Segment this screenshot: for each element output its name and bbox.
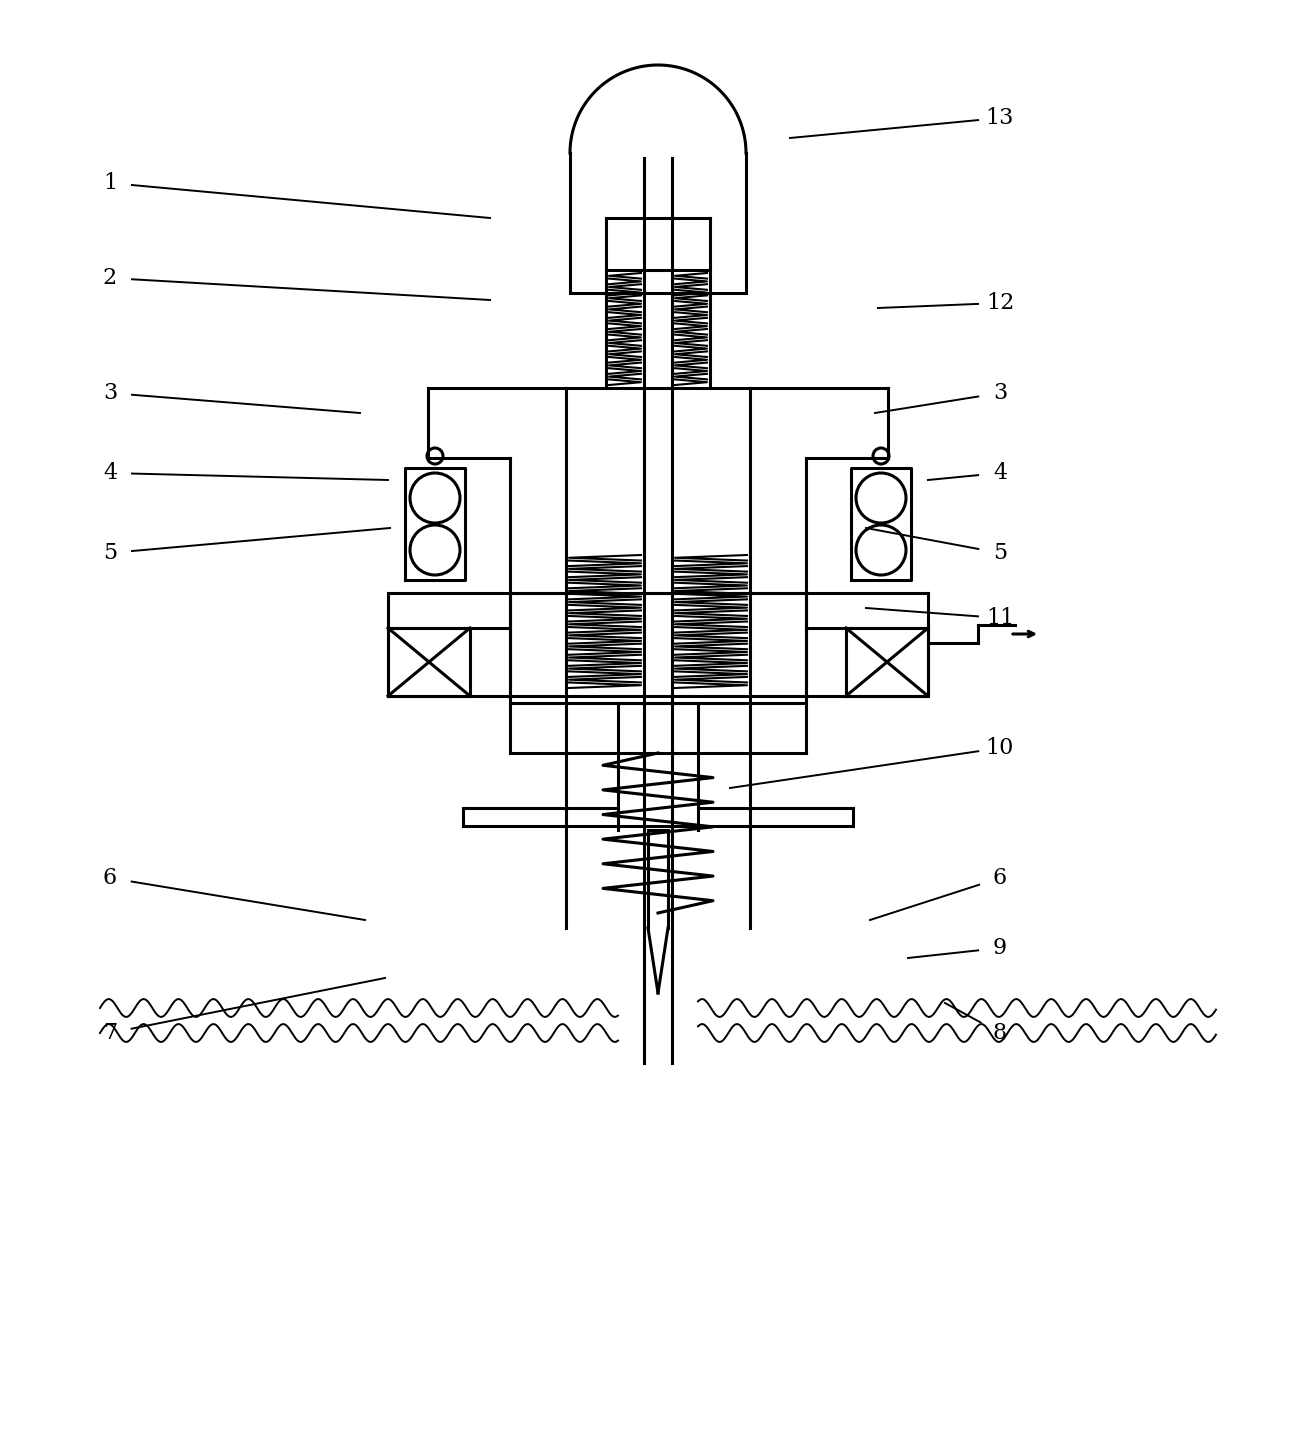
- Text: 11: 11: [986, 607, 1015, 628]
- Text: 7: 7: [103, 1022, 117, 1044]
- Text: 2: 2: [103, 266, 117, 290]
- Text: 13: 13: [986, 107, 1015, 129]
- Text: 5: 5: [103, 542, 117, 565]
- Text: 4: 4: [103, 462, 117, 484]
- Text: 5: 5: [994, 542, 1007, 565]
- Text: 6: 6: [103, 867, 117, 889]
- Text: 1: 1: [103, 172, 117, 194]
- Text: 10: 10: [986, 737, 1015, 759]
- Text: 6: 6: [994, 867, 1007, 889]
- Text: 3: 3: [992, 382, 1007, 404]
- Text: 12: 12: [986, 292, 1015, 314]
- Text: 9: 9: [994, 937, 1007, 959]
- Text: 4: 4: [994, 462, 1007, 484]
- Text: 8: 8: [992, 1022, 1007, 1044]
- Text: 3: 3: [103, 382, 117, 404]
